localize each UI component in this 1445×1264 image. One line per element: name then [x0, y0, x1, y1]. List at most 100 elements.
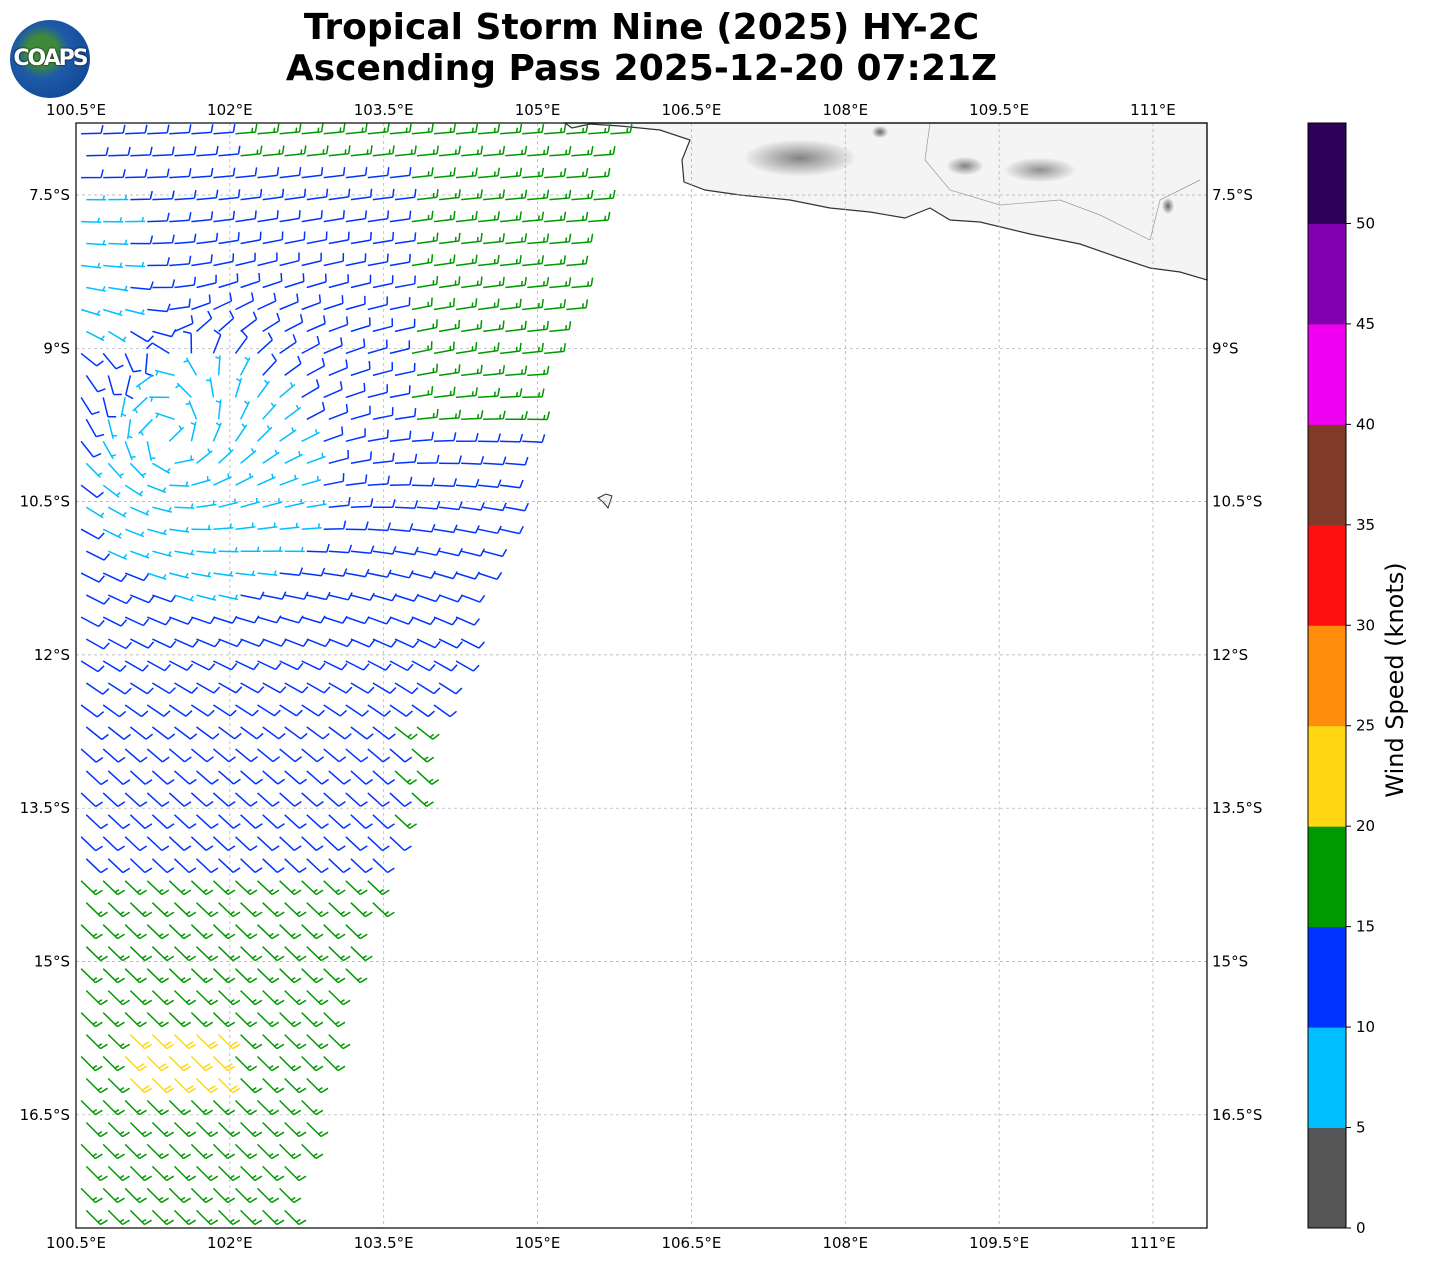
wind-barb	[505, 502, 529, 512]
lat-tick-label: 9°S	[43, 339, 70, 357]
wind-barb	[284, 404, 302, 420]
wind-barb	[500, 211, 522, 223]
wind-barb	[527, 365, 550, 377]
wind-barb	[544, 211, 567, 223]
wind-barb	[234, 924, 258, 940]
wind-barb	[126, 419, 133, 440]
wind-barb	[212, 792, 236, 807]
wind-barb	[125, 375, 134, 400]
wind-barb	[328, 316, 349, 333]
wind-barb	[235, 167, 258, 179]
wind-barb	[284, 682, 309, 694]
wind-barb	[173, 1209, 197, 1226]
wind-barb	[345, 521, 369, 531]
wind-barb	[256, 1055, 280, 1072]
wind-barb	[279, 792, 302, 807]
wind-barb	[256, 836, 280, 852]
wind-barb	[130, 281, 154, 291]
wind-barb	[235, 570, 256, 577]
wind-barb	[102, 1143, 125, 1160]
wind-barb	[124, 968, 147, 984]
wind-barb	[439, 501, 463, 511]
wind-barb	[279, 748, 303, 763]
wind-barb	[218, 498, 239, 508]
wind-barb	[234, 880, 258, 896]
wind-barb	[218, 814, 241, 829]
wind-barb	[151, 1034, 175, 1050]
wind-barb	[124, 528, 145, 538]
wind-barb	[306, 946, 329, 962]
wind-barb	[394, 682, 419, 695]
wind-barb	[433, 341, 455, 355]
wind-barb	[500, 123, 523, 135]
wind-barb	[284, 770, 308, 785]
wind-barb	[147, 528, 167, 536]
lat-tick-label: 13.5°S	[1212, 799, 1262, 817]
wind-barb	[130, 594, 155, 604]
wind-barb	[301, 167, 324, 179]
wind-barb	[367, 167, 390, 179]
wind-barb	[240, 814, 263, 829]
wind-barb	[124, 660, 149, 672]
wind-barb	[301, 294, 322, 311]
wind-barb	[306, 1121, 329, 1138]
wind-barb	[306, 543, 330, 553]
wind-barb	[566, 167, 589, 179]
wind-barb	[218, 594, 239, 601]
lat-tick-label: 7.5°S	[29, 186, 70, 204]
wind-barb	[125, 124, 148, 135]
wind-barb	[169, 168, 192, 179]
wind-barb	[477, 525, 502, 535]
wind-barb	[85, 506, 105, 519]
colorbar-bin	[1308, 926, 1346, 1028]
wind-barb	[438, 276, 461, 289]
wind-barb	[438, 319, 461, 333]
logo-text: COAPS	[13, 46, 88, 71]
wind-barb	[483, 502, 507, 512]
wind-barb	[124, 1099, 147, 1116]
wind-barb	[372, 593, 397, 602]
wind-barb	[279, 968, 302, 984]
wind-barb	[169, 211, 192, 223]
wind-barb	[183, 357, 198, 376]
wind-barb	[174, 146, 197, 157]
wind-barb	[234, 1055, 258, 1072]
wind-barb	[394, 318, 416, 333]
wind-barb	[394, 145, 417, 157]
wind-barb	[323, 568, 348, 577]
wind-barb	[81, 217, 102, 223]
wind-barb	[284, 231, 306, 245]
wind-barb	[234, 1012, 258, 1028]
wind-barb	[174, 682, 199, 694]
plot-frame	[75, 122, 1208, 1229]
wind-barb	[262, 638, 287, 647]
wind-barb	[394, 408, 417, 421]
wind-barb	[196, 232, 219, 245]
gridlines	[75, 123, 1207, 1228]
wind-barb	[173, 1077, 197, 1094]
wind-barb	[439, 145, 462, 157]
wind-barb	[174, 189, 197, 201]
wind-barb	[411, 748, 435, 763]
wind-barb	[416, 594, 442, 603]
colorbar-bin	[1308, 223, 1346, 325]
wind-barb	[279, 1143, 302, 1160]
wind-barb	[86, 239, 107, 246]
colorbar-bin	[1308, 625, 1346, 727]
wind-barb	[173, 858, 197, 874]
wind-barb	[235, 522, 256, 530]
wind-barb	[306, 273, 327, 289]
wind-barb	[107, 1034, 130, 1050]
wind-barb	[350, 317, 371, 333]
wind-barb	[185, 400, 198, 420]
wind-barb	[350, 231, 372, 245]
wind-barb	[169, 298, 191, 311]
wind-barb	[345, 167, 368, 179]
wind-barb	[323, 381, 343, 399]
wind-barb	[129, 902, 153, 918]
wind-barb	[262, 353, 277, 376]
wind-barb	[527, 320, 550, 333]
wind-barb	[107, 330, 127, 343]
wind-barb	[328, 858, 351, 874]
wind-barb	[190, 1187, 214, 1204]
